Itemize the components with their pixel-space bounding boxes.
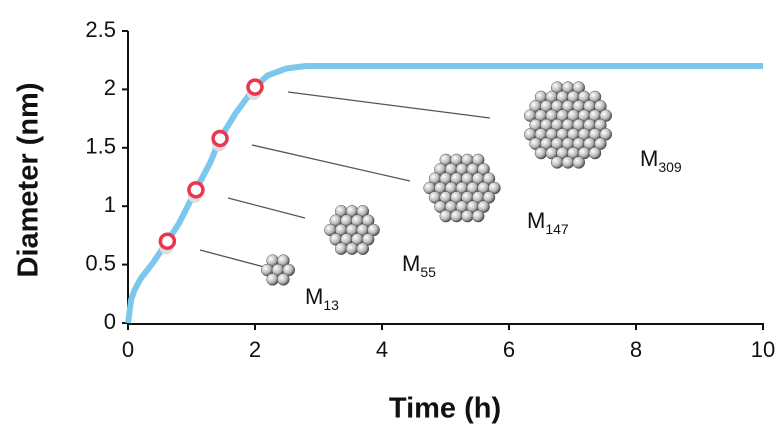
connector <box>200 250 268 268</box>
cluster-image <box>524 82 612 169</box>
annotation-subscript: 13 <box>323 297 339 313</box>
x-tick-label: 2 <box>249 337 261 362</box>
x-tick-label: 10 <box>751 337 775 362</box>
cluster-atom <box>346 243 358 255</box>
cluster-image <box>324 205 379 254</box>
y-axis-title: Diameter (nm) <box>13 83 45 278</box>
x-tick-label: 6 <box>503 337 515 362</box>
cluster-atom <box>562 156 574 168</box>
annotation-text: M <box>640 146 658 171</box>
annotation: M55 <box>402 251 436 280</box>
annotation: M309 <box>640 146 682 175</box>
cluster-atom <box>461 210 473 222</box>
y-tick-label: 0 <box>104 309 116 334</box>
cluster-atom <box>267 273 279 285</box>
connector <box>288 92 490 118</box>
y-tick-label: 0.5 <box>85 250 116 275</box>
cluster-atom <box>440 210 452 222</box>
connector <box>228 198 305 218</box>
annotation-subscript: 147 <box>545 221 569 237</box>
cluster-atom <box>357 243 369 255</box>
annotation-text: M <box>527 208 545 233</box>
marker <box>213 131 227 145</box>
annotation-text: M <box>402 251 420 276</box>
cluster-image <box>261 255 295 286</box>
x-axis-title: Time (h) <box>389 393 501 425</box>
cluster-atom <box>589 147 601 159</box>
cluster-atom <box>335 243 347 255</box>
marker <box>160 234 174 248</box>
x-tick-label: 8 <box>630 337 642 362</box>
cluster-atom <box>472 210 484 222</box>
cluster-atom <box>451 210 463 222</box>
cluster-atom <box>573 156 585 168</box>
annotation-text: M <box>305 284 323 309</box>
annotation: M13 <box>305 284 339 313</box>
marker <box>189 183 203 197</box>
y-tick-label: 2 <box>104 75 116 100</box>
cluster-atom <box>551 156 563 168</box>
annotation-subscript: 55 <box>420 264 436 280</box>
connector <box>252 145 410 181</box>
y-tick-label: 1.5 <box>85 134 116 159</box>
annotation-subscript: 309 <box>658 159 682 175</box>
annotation: M147 <box>527 208 569 237</box>
cluster-atom <box>535 147 547 159</box>
cluster-atom <box>277 273 289 285</box>
cluster-image <box>424 154 501 222</box>
y-tick-label: 1 <box>104 192 116 217</box>
x-tick-label: 4 <box>376 337 388 362</box>
x-tick-label: 0 <box>122 337 134 362</box>
chart: Time (h) Diameter (nm) 0 0.5 1 1.5 2 2.5 0 2 4 6 8… <box>0 0 781 430</box>
marker <box>248 80 262 94</box>
y-tick-label: 2.5 <box>85 17 116 42</box>
